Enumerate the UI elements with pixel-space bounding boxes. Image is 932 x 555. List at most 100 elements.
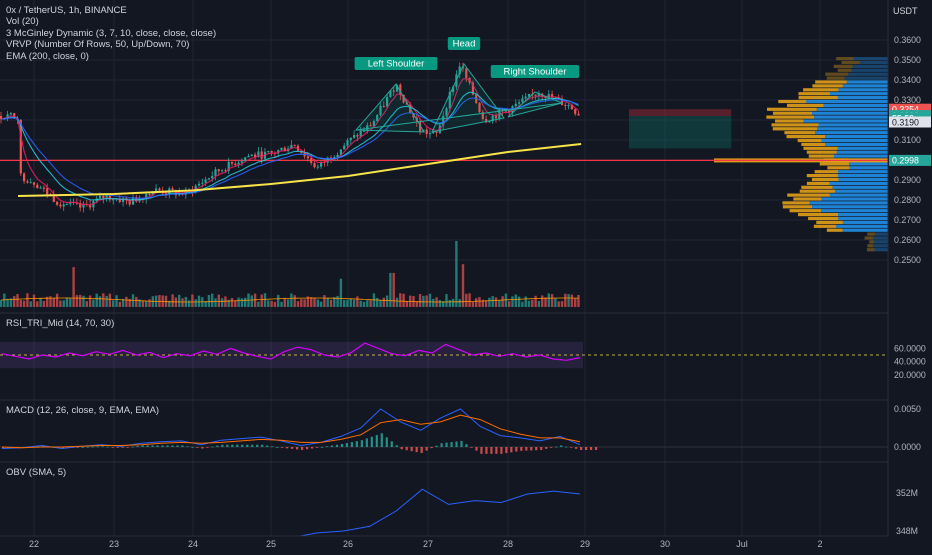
obv-pane-title[interactable]: OBV (SMA, 5) (6, 467, 67, 478)
candle-body (0, 116, 3, 119)
position-target-zone (629, 116, 732, 149)
vrvp-row-down (799, 189, 836, 193)
macd-hist-bar (395, 445, 398, 447)
vrvp-row-up (842, 228, 888, 232)
vrvp-row-up (815, 131, 888, 135)
vrvp-row-down (812, 84, 843, 88)
candle-body (148, 194, 151, 196)
vrvp-row-up (849, 162, 888, 166)
rsi-line (1, 342, 581, 361)
macd-hist-bar (305, 447, 309, 450)
volume-bar (194, 299, 197, 307)
volume-bar (478, 297, 481, 307)
volume-bar (29, 301, 32, 307)
vrvp-row-down (775, 119, 804, 123)
candle-body (471, 82, 474, 95)
macd-pane-title[interactable]: MACD (12, 26, close, 9, EMA, EMA) (6, 405, 160, 416)
candle-body (537, 93, 540, 96)
volume-bar (425, 295, 428, 307)
volume-bar (296, 301, 300, 307)
volume-bar (42, 300, 46, 307)
rsi-tick-label: 20.0000 (894, 370, 926, 380)
volume-bar (570, 294, 574, 307)
symbol-title[interactable]: 0x / TetherUS, 1h, BINANCE (6, 5, 127, 16)
macd-hist-bar (216, 445, 219, 447)
candle-body (59, 204, 62, 207)
candle-body (567, 105, 570, 107)
candle-body (46, 188, 49, 195)
volume-bar (270, 300, 273, 307)
legend-mcginley[interactable]: 3 McGinley Dynamic (3, 7, 10, close, clo… (6, 27, 217, 39)
candle-body (488, 121, 491, 123)
volume-bar (508, 301, 511, 307)
mcginley-line (0, 78, 579, 206)
volume-bar (224, 296, 227, 307)
volume-bar (95, 293, 98, 307)
volume-bar (402, 293, 405, 307)
macd-hist-bar (545, 447, 548, 449)
legend-vrvp[interactable]: VRVP (Number Of Rows, 50, Up/Down, 70) (6, 39, 190, 51)
macd-hist-bar (330, 445, 334, 447)
macd-hist-bar (320, 447, 324, 448)
candle-body (485, 118, 488, 123)
volume-bar (290, 293, 293, 307)
time-tick-label: 27 (423, 539, 433, 549)
candle-body (425, 129, 428, 134)
vrvp-row-up (812, 205, 888, 209)
macd-hist-bar (370, 436, 373, 447)
volume-bar (62, 300, 65, 307)
legend-volume[interactable]: Vol (20) (6, 16, 39, 28)
price-tick-label: 0.2800 (894, 195, 921, 205)
vrvp-row-up (836, 224, 888, 228)
vrvp-row-up (814, 115, 888, 119)
volume-bar (316, 299, 319, 307)
vrvp-row-up (806, 99, 888, 104)
time-tick-label: 22 (29, 539, 39, 549)
candle-body (514, 103, 517, 107)
vrvp-row-down (772, 127, 818, 131)
candle-body (336, 154, 339, 158)
volume-bar (59, 300, 62, 307)
candle-body (386, 97, 389, 107)
volume-bar (75, 295, 79, 307)
candle-body (211, 175, 214, 179)
volume-bar (369, 299, 372, 307)
candle-body (458, 66, 461, 75)
candle-body (29, 182, 32, 184)
candle-body (362, 130, 366, 132)
time-axis-background (0, 536, 888, 550)
candle-body (461, 66, 465, 69)
vrvp-row-down (833, 64, 853, 68)
vrvp-row-down (867, 232, 876, 236)
vrvp-row-up (832, 185, 888, 189)
volume-bar (300, 299, 303, 307)
macd-hist-bar (365, 438, 368, 447)
vrvp-row-down (803, 146, 838, 150)
macd-hist-bar (450, 442, 453, 447)
volume-bar (234, 300, 237, 307)
volume-bar (326, 297, 329, 307)
macd-hist-bar (530, 447, 533, 451)
macd-hist-bar (350, 442, 353, 447)
volume-bar (451, 298, 455, 307)
candle-body (79, 202, 82, 208)
obv-tick-label: 348M (896, 526, 918, 536)
macd-hist-bar (191, 447, 194, 448)
macd-hist-bar (435, 445, 438, 447)
macd-hist-bar (206, 447, 209, 448)
macd-hist-bar (375, 435, 378, 447)
vrvp-row-down (815, 80, 847, 84)
vrvp-row-up (823, 103, 888, 107)
price-tick-label: 0.2500 (894, 255, 921, 265)
macd-hist-bar (176, 445, 179, 447)
candle-body (369, 125, 372, 127)
volume-bar (227, 299, 230, 307)
volume-bar (336, 295, 339, 307)
legend-ema[interactable]: EMA (200, close, 0) (6, 50, 89, 62)
rsi-pane-title[interactable]: RSI_TRI_Mid (14, 70, 30) (6, 318, 115, 329)
price-label-box (889, 116, 931, 128)
volume-bar (491, 296, 494, 307)
volume-bar (484, 300, 488, 307)
